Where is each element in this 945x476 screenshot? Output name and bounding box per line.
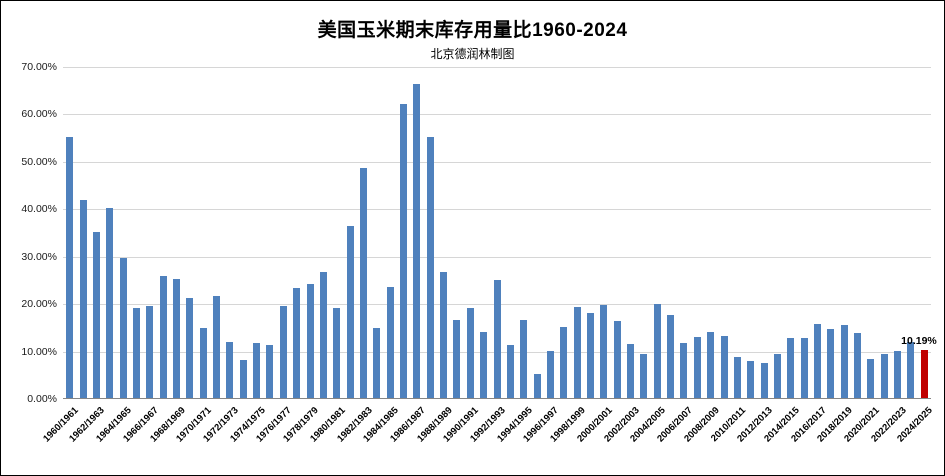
last-bar-value-label: 10.19% (901, 334, 937, 347)
bar-2012-2013 (760, 362, 768, 398)
bar-2002-2003 (627, 344, 635, 398)
y-axis-tick-label: 50.00% (21, 155, 57, 168)
bar-2024-2025 (920, 349, 928, 398)
bar-2015-2016 (800, 337, 808, 398)
bar-2007-2008 (693, 337, 701, 398)
y-axis-tick-label: 60.00% (21, 108, 57, 121)
bar-1987-1988 (426, 137, 434, 398)
bar-1964-1965 (119, 258, 127, 398)
bar-1967-1968 (159, 275, 167, 398)
bar-1989-1990 (453, 319, 461, 398)
chart-title: 美国玉米期末库存用量比1960-2024 (317, 20, 628, 41)
bar-1988-1989 (440, 272, 448, 398)
bar-1986-1987 (413, 83, 421, 398)
bar-1992-1993 (493, 280, 501, 398)
bar-1971-1972 (213, 295, 221, 398)
bar-2011-2012 (747, 360, 755, 398)
bar-1974-1975 (253, 342, 261, 398)
bar-1975-1976 (266, 344, 274, 398)
bar-2020-2021 (867, 358, 875, 398)
y-axis-tick-label: 20.00% (21, 298, 57, 311)
bar-1973-1974 (239, 360, 247, 398)
bar-1983-1984 (373, 327, 381, 398)
bar-2004-2005 (653, 304, 661, 398)
bar-2006-2007 (680, 342, 688, 398)
bar-2021-2022 (880, 354, 888, 398)
bar-1965-1966 (132, 307, 140, 398)
gridline (63, 256, 931, 258)
y-axis-tick-label: 70.00% (21, 61, 57, 73)
gridline (63, 161, 931, 163)
bar-2000-2001 (600, 305, 608, 398)
bar-2022-2023 (894, 351, 902, 398)
bar-2008-2009 (707, 332, 715, 398)
y-axis-tick-label: 30.00% (21, 250, 57, 263)
bar-1991-1992 (480, 332, 488, 398)
bar-2016-2017 (813, 323, 821, 398)
bar-1984-1985 (386, 286, 394, 398)
bar-1982-1983 (359, 167, 367, 398)
bar-2014-2015 (787, 338, 795, 398)
bar-1961-1962 (79, 199, 87, 398)
bar-2003-2004 (640, 353, 648, 398)
bar-1990-1991 (466, 307, 474, 398)
y-axis-tick-label: 0.00% (27, 393, 57, 405)
bar-1978-1979 (306, 284, 314, 398)
bar-1963-1964 (106, 208, 114, 398)
bar-1977-1978 (293, 287, 301, 398)
y-axis-tick-label: 10.00% (21, 345, 57, 358)
gridline (63, 209, 931, 211)
bar-1972-1973 (226, 341, 234, 398)
bar-1993-1994 (506, 344, 514, 398)
bar-2023-2024 (907, 342, 915, 398)
bar-1969-1970 (186, 298, 194, 398)
plot-area (63, 67, 931, 399)
bar-2009-2010 (720, 335, 728, 398)
bar-2001-2002 (613, 321, 621, 398)
bar-2013-2014 (773, 354, 781, 398)
bar-1968-1969 (173, 279, 180, 398)
bar-1962-1963 (92, 232, 100, 398)
bar-1998-1999 (573, 306, 581, 398)
bar-2019-2020 (854, 333, 862, 398)
bar-2005-2006 (667, 315, 675, 398)
bar-1995-1996 (533, 374, 541, 398)
bar-1985-1986 (400, 103, 408, 398)
bar-1994-1995 (520, 319, 528, 398)
gridline (63, 114, 931, 116)
gridline (63, 67, 931, 68)
bar-1960-1961 (66, 137, 74, 398)
bar-1997-1998 (560, 327, 568, 398)
y-axis-tick-label: 40.00% (21, 203, 57, 216)
bar-2018-2019 (840, 324, 848, 398)
bar-2017-2018 (827, 329, 835, 398)
bar-1966-1967 (146, 305, 154, 398)
bar-1979-1980 (319, 272, 327, 398)
bar-1970-1971 (199, 328, 207, 398)
bar-2010-2011 (733, 357, 741, 398)
bar-1980-1981 (333, 307, 341, 398)
chart-subtitle: 北京德润林制图 (430, 47, 515, 61)
bar-1976-1977 (279, 305, 287, 398)
bar-1999-2000 (586, 312, 594, 398)
bar-1996-1997 (546, 350, 554, 398)
bar-1981-1982 (346, 225, 354, 398)
